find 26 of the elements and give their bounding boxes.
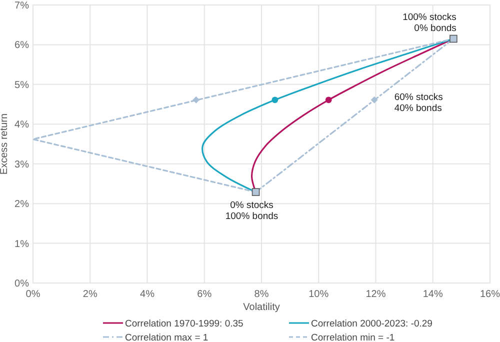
y-tick-label: 0%	[14, 278, 30, 290]
legend-label: Correlation min = -1	[311, 332, 395, 342]
legend-label: Correlation max = 1	[125, 332, 208, 342]
x-tick-label: 8%	[254, 289, 269, 300]
y-tick-label: 3%	[14, 159, 30, 170]
y-tick-label: 4%	[14, 120, 30, 131]
x-tick-label: 6%	[197, 289, 212, 300]
annotation: 100% stocks 0% bonds	[402, 12, 457, 34]
x-tick-label: 12%	[366, 289, 386, 300]
x-tick-label: 4%	[140, 289, 155, 300]
legend-label: Correlation 1970-1999: 0.35	[125, 318, 244, 330]
x-tick-label: 14%	[422, 289, 443, 300]
x-tick-label: 2%	[82, 289, 98, 300]
x-tick-label: 16%	[480, 289, 500, 300]
y-tick-label: 7%	[14, 0, 30, 12]
y-tick-label: 2%	[14, 199, 30, 210]
y-tick-label: 5%	[14, 80, 30, 91]
y-axis-title: Excess return	[0, 113, 10, 175]
x-tick-label: 10%	[308, 289, 329, 300]
x-axis-title: Volatility	[243, 302, 280, 313]
legend-label: Correlation 2000-2023: -0.29	[311, 318, 432, 330]
annotation: 60% stocks 40% bonds	[394, 92, 444, 114]
x-tick-label: 0%	[26, 289, 40, 300]
y-tick-label: 1%	[14, 238, 30, 250]
y-tick-label: 6%	[14, 40, 30, 52]
annotation: 0% stocks 100% bonds	[225, 200, 278, 222]
